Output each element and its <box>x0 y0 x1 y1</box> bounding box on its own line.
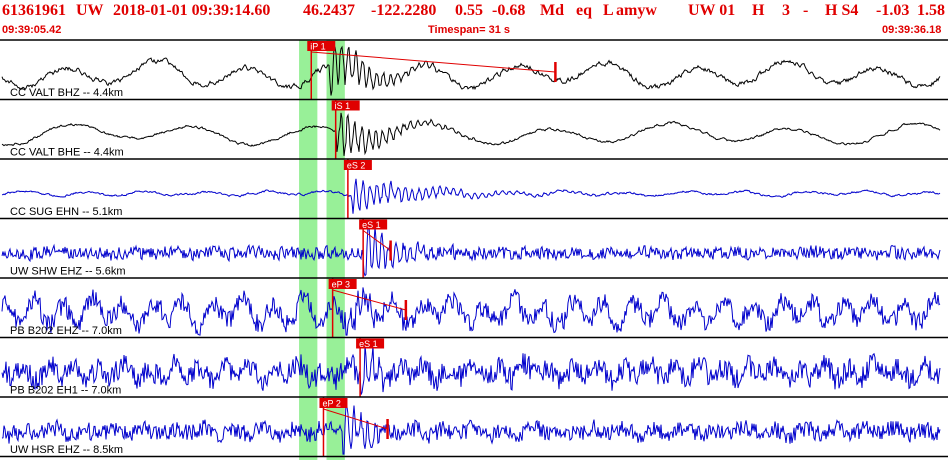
trace-waveform <box>1 112 941 156</box>
pick-label: iS 1 <box>335 101 351 111</box>
pick-label-box <box>356 338 385 349</box>
event-latitude: 46.2437 <box>303 2 355 19</box>
event-summary: UW 01 <box>688 2 736 19</box>
pick-label: eS 1 <box>359 339 378 349</box>
pick-label: eP 2 <box>322 399 340 409</box>
trace-station-label: CC VALT BHZ -- 4.4km <box>10 87 123 99</box>
trace-station-label: PB B202 EH1 -- 7.0km <box>10 385 121 397</box>
coda-fit-line <box>362 230 391 251</box>
time-bar: 09:39:05.42 Timespan= 31 s 09:39:36.18 <box>0 24 948 38</box>
coda-fit-line <box>332 289 406 311</box>
magnitude-type: Md <box>540 2 564 19</box>
event-id: 61361961 <box>2 2 66 19</box>
trace-waveform <box>1 403 941 455</box>
event-value-1: -1.03 <box>876 2 910 19</box>
event-nphases: 3 <box>782 2 790 19</box>
pick-label: eS 1 <box>362 220 381 230</box>
pick-label-box <box>343 160 372 170</box>
trace-station-label: PB B202 EHZ -- 7.0km <box>10 325 122 337</box>
event-type: eq <box>576 2 592 19</box>
location-type: L <box>603 2 614 19</box>
event-longitude: -122.2280 <box>371 2 437 19</box>
trace-waveform <box>1 223 941 277</box>
pick-label: eP 3 <box>332 280 350 290</box>
event-author: amyw <box>616 2 657 19</box>
event-quality: H S4 <box>825 2 859 19</box>
pick-label-box <box>328 279 357 289</box>
event-datetime: 2018-01-01 09:39:14.60 <box>113 2 271 19</box>
event-magnitude: -0.68 <box>492 2 526 19</box>
trace-waveform <box>1 178 941 214</box>
pick-label: iP 1 <box>310 42 325 52</box>
trace-station-label: UW SHW EHZ -- 5.6km <box>10 266 126 278</box>
pick-label-box <box>319 398 348 408</box>
event-header: 61361961 UW 2018-01-01 09:39:14.60 46.24… <box>0 0 948 22</box>
trace-station-label: CC SUG EHN -- 5.1km <box>10 206 122 218</box>
coda-fit-line <box>323 408 388 430</box>
coda-fit-line <box>311 51 556 73</box>
event-value-2: 1.58 <box>917 2 945 19</box>
end-time: 09:39:36.18 <box>882 24 942 36</box>
trace-waveform <box>1 287 941 336</box>
pick-label-box <box>359 219 388 230</box>
event-dash: - <box>803 2 809 19</box>
event-gt: H <box>752 2 765 19</box>
pick-label-box <box>307 41 336 51</box>
trace-station-label: UW HSR EHZ -- 8.5km <box>10 444 123 456</box>
timespan-label: Timespan= 31 s <box>428 24 511 36</box>
event-depth: 0.55 <box>455 2 483 19</box>
trace-station-label: CC VALT BHE -- 4.4km <box>10 147 124 159</box>
trace-waveform <box>1 344 941 395</box>
start-time: 09:39:05.42 <box>2 24 62 36</box>
pick-label: eS 2 <box>347 161 366 171</box>
event-network: UW <box>76 2 104 19</box>
trace-waveform <box>1 45 941 96</box>
pick-label-box <box>331 100 360 111</box>
